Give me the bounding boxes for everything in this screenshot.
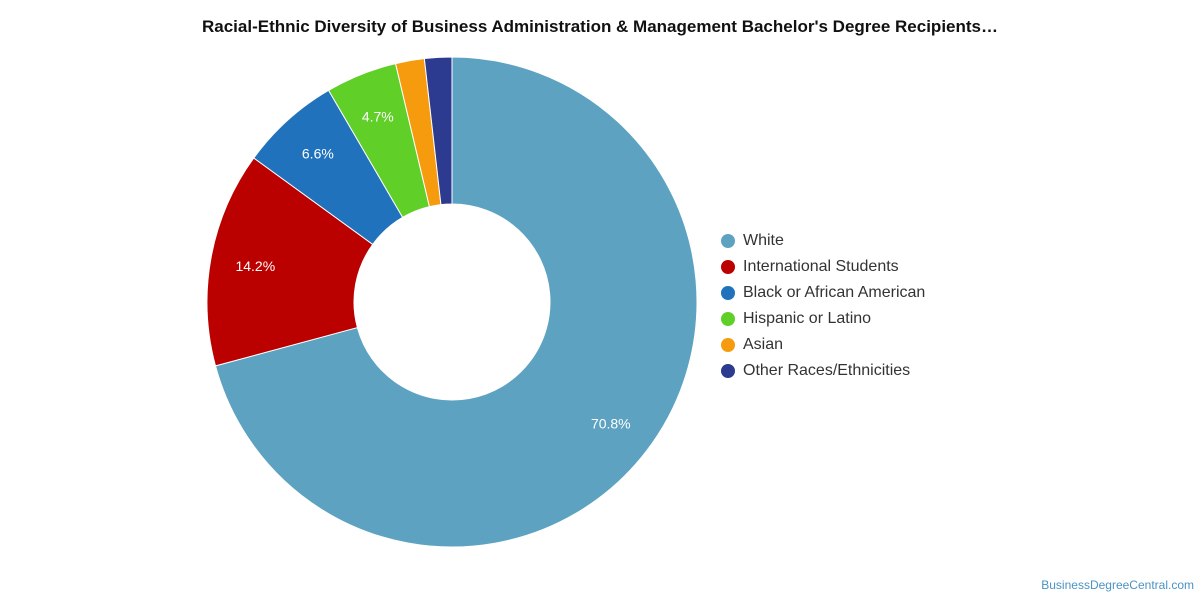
chart-legend: White International Students Black or Afri… (721, 228, 925, 384)
legend-item-hispanic-or-latino[interactable]: Hispanic or Latino (721, 306, 925, 332)
chart-title: Racial-Ethnic Diversity of Business Admi… (201, 17, 998, 36)
legend-label: Asian (743, 336, 784, 353)
slice-label-black-or-african-american: 6.6% (302, 146, 334, 162)
legend-swatch-icon (721, 364, 735, 378)
legend-item-white[interactable]: White (721, 228, 925, 254)
legend-label: International Students (743, 258, 899, 275)
legend-label: Black or African American (743, 284, 926, 301)
slice-white[interactable] (214, 56, 698, 548)
legend-swatch-icon (721, 234, 735, 248)
slice-labels: 70.8% 14.2% 6.6% 4.7% (235, 108, 630, 431)
slice-other-races-ethnicities[interactable] (423, 56, 453, 206)
slice-international-students[interactable] (206, 157, 374, 367)
legend-label: Other Races/Ethnicities (743, 362, 911, 379)
legend-swatch-icon (721, 312, 735, 326)
slice-label-white: 70.8% (591, 416, 631, 432)
legend-label: White (743, 232, 784, 249)
slice-label-international-students: 14.2% (235, 258, 275, 274)
legend-item-asian[interactable]: Asian (721, 332, 925, 358)
source-credit[interactable]: BusinessDegreeCentral.com (1041, 578, 1194, 592)
slice-label-hispanic-or-latino: 4.7% (362, 108, 394, 124)
legend-item-other-races-ethnicities[interactable]: Other Races/Ethnicities (721, 358, 925, 384)
legend-swatch-icon (721, 338, 735, 352)
donut-slices (206, 56, 698, 548)
legend-item-international-students[interactable]: International Students (721, 254, 925, 280)
legend-label: Hispanic or Latino (743, 310, 872, 327)
legend-swatch-icon (721, 260, 735, 274)
legend-item-black-or-african-american[interactable]: Black or African American (721, 280, 925, 306)
legend-swatch-icon (721, 286, 735, 300)
